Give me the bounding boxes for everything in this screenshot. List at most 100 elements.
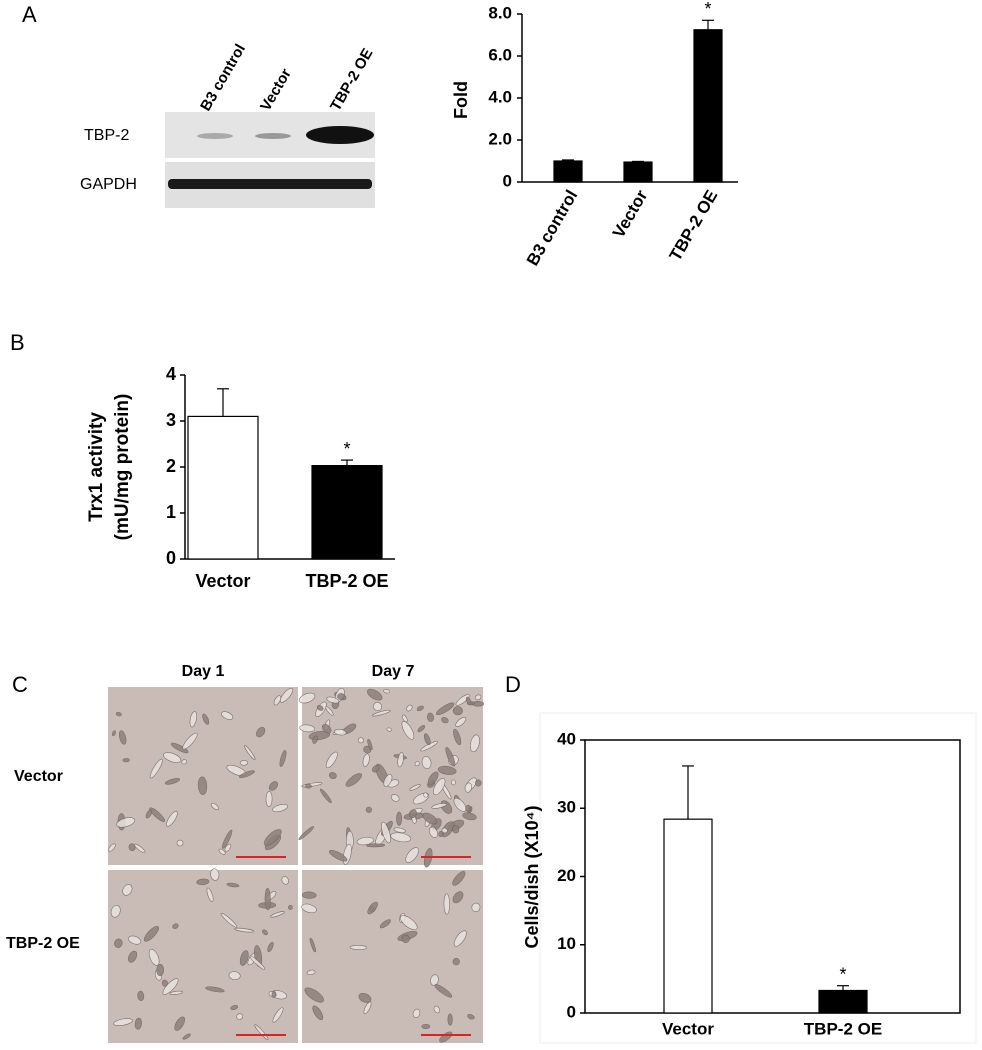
cell [113, 1018, 133, 1026]
cell [162, 978, 179, 995]
cell [462, 812, 477, 821]
cell [234, 927, 255, 933]
cell [238, 770, 255, 779]
cell [405, 847, 419, 863]
lane-label: B3 control [197, 41, 249, 114]
cell [239, 760, 249, 766]
cell [312, 735, 318, 744]
cell [452, 706, 463, 716]
bar [818, 989, 868, 1014]
cell [263, 829, 282, 846]
annotation: * [704, 0, 711, 19]
cell [328, 772, 337, 780]
cell [349, 945, 368, 950]
x-tick-label: TBP-2 OE [666, 187, 722, 264]
cell [272, 803, 288, 813]
cell [321, 723, 332, 734]
cell [437, 765, 457, 775]
cell [445, 746, 456, 767]
cell [383, 773, 393, 787]
cell [172, 923, 179, 929]
cell [328, 849, 348, 862]
cell [288, 905, 293, 910]
cell [471, 902, 481, 912]
cell [309, 937, 316, 953]
error-bar [217, 388, 229, 417]
cell [386, 727, 392, 732]
cell [358, 992, 372, 1003]
y-axis-label: Trx1 activity [86, 412, 107, 522]
cell [281, 876, 289, 885]
bar [553, 160, 583, 183]
cell [417, 724, 426, 733]
cell [441, 827, 448, 834]
column-label: Day 1 [182, 663, 225, 680]
cell [371, 709, 391, 717]
error-bar [837, 985, 849, 991]
cell [363, 745, 372, 754]
cell [143, 925, 160, 942]
y-tick-label: 30 [557, 798, 576, 817]
cell [137, 990, 145, 1002]
cell [428, 826, 438, 838]
cell [433, 1005, 441, 1014]
column-label: Day 7 [372, 663, 415, 680]
cell [381, 821, 391, 844]
y-axis-label: (mU/mg protein) [112, 394, 133, 541]
cell [400, 915, 418, 931]
cell [115, 711, 122, 717]
cell [226, 882, 240, 888]
lane-label: Vector [257, 66, 295, 114]
panel-label: C [12, 672, 28, 697]
cell [149, 807, 166, 822]
cell [128, 935, 142, 945]
cell [127, 950, 138, 963]
band [197, 133, 233, 139]
cell [367, 688, 383, 701]
cell [230, 1005, 239, 1011]
bar [187, 415, 259, 560]
cell [116, 817, 136, 828]
panel-label: D [505, 672, 521, 697]
band [168, 179, 372, 189]
cell [371, 765, 380, 773]
cell [356, 836, 374, 846]
cell [236, 1013, 243, 1020]
cell [373, 702, 383, 712]
y-axis-label: Cells/dish (X10⁴) [522, 806, 542, 949]
x-tick-label: Vector [609, 186, 652, 241]
cell [220, 912, 238, 928]
cell [414, 761, 420, 767]
cell [396, 811, 403, 826]
cell [465, 804, 472, 813]
cell [268, 781, 279, 791]
bar [311, 465, 383, 560]
cell [182, 1033, 191, 1040]
x-tick-label: Vector [195, 571, 250, 591]
row-label: Vector [14, 768, 63, 785]
y-tick-label: 4 [166, 364, 176, 384]
cell [475, 779, 482, 787]
cell [452, 957, 460, 966]
cell [421, 756, 432, 770]
cell [108, 843, 116, 852]
cell [367, 901, 378, 915]
cell [383, 689, 390, 694]
cell [401, 714, 408, 723]
cell [412, 1008, 421, 1018]
y-tick-label: 8.0 [488, 3, 512, 22]
cell [366, 843, 386, 848]
cell [401, 934, 410, 944]
cell [114, 938, 123, 948]
cell [202, 713, 210, 725]
cell [279, 687, 294, 703]
cell [122, 758, 130, 763]
band [306, 126, 374, 144]
y-axis-label: Fold [451, 81, 471, 119]
cell [304, 987, 324, 1003]
y-tick-label: 0 [503, 171, 512, 190]
cell [319, 788, 332, 804]
cell [453, 930, 467, 947]
cell [299, 724, 316, 733]
